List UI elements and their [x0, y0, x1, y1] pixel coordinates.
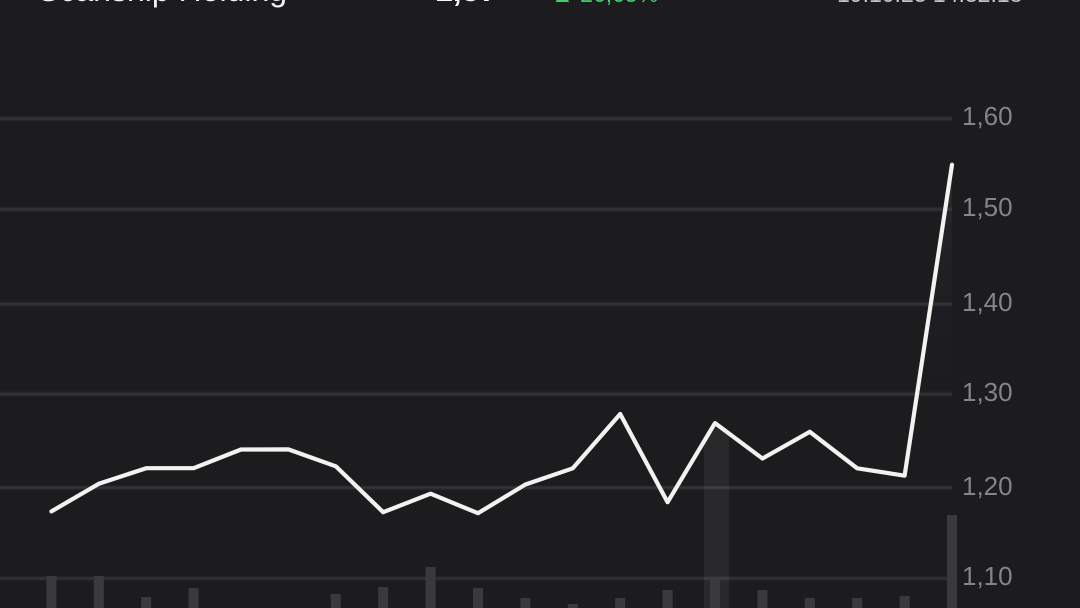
svg-text:1,10: 1,10 [962, 561, 1013, 591]
svg-text:1,30: 1,30 [962, 377, 1013, 407]
svg-text:1,50: 1,50 [962, 192, 1013, 222]
svg-text:1,40: 1,40 [962, 287, 1013, 317]
svg-text:1,60: 1,60 [962, 101, 1013, 131]
svg-text:1,20: 1,20 [962, 471, 1013, 501]
